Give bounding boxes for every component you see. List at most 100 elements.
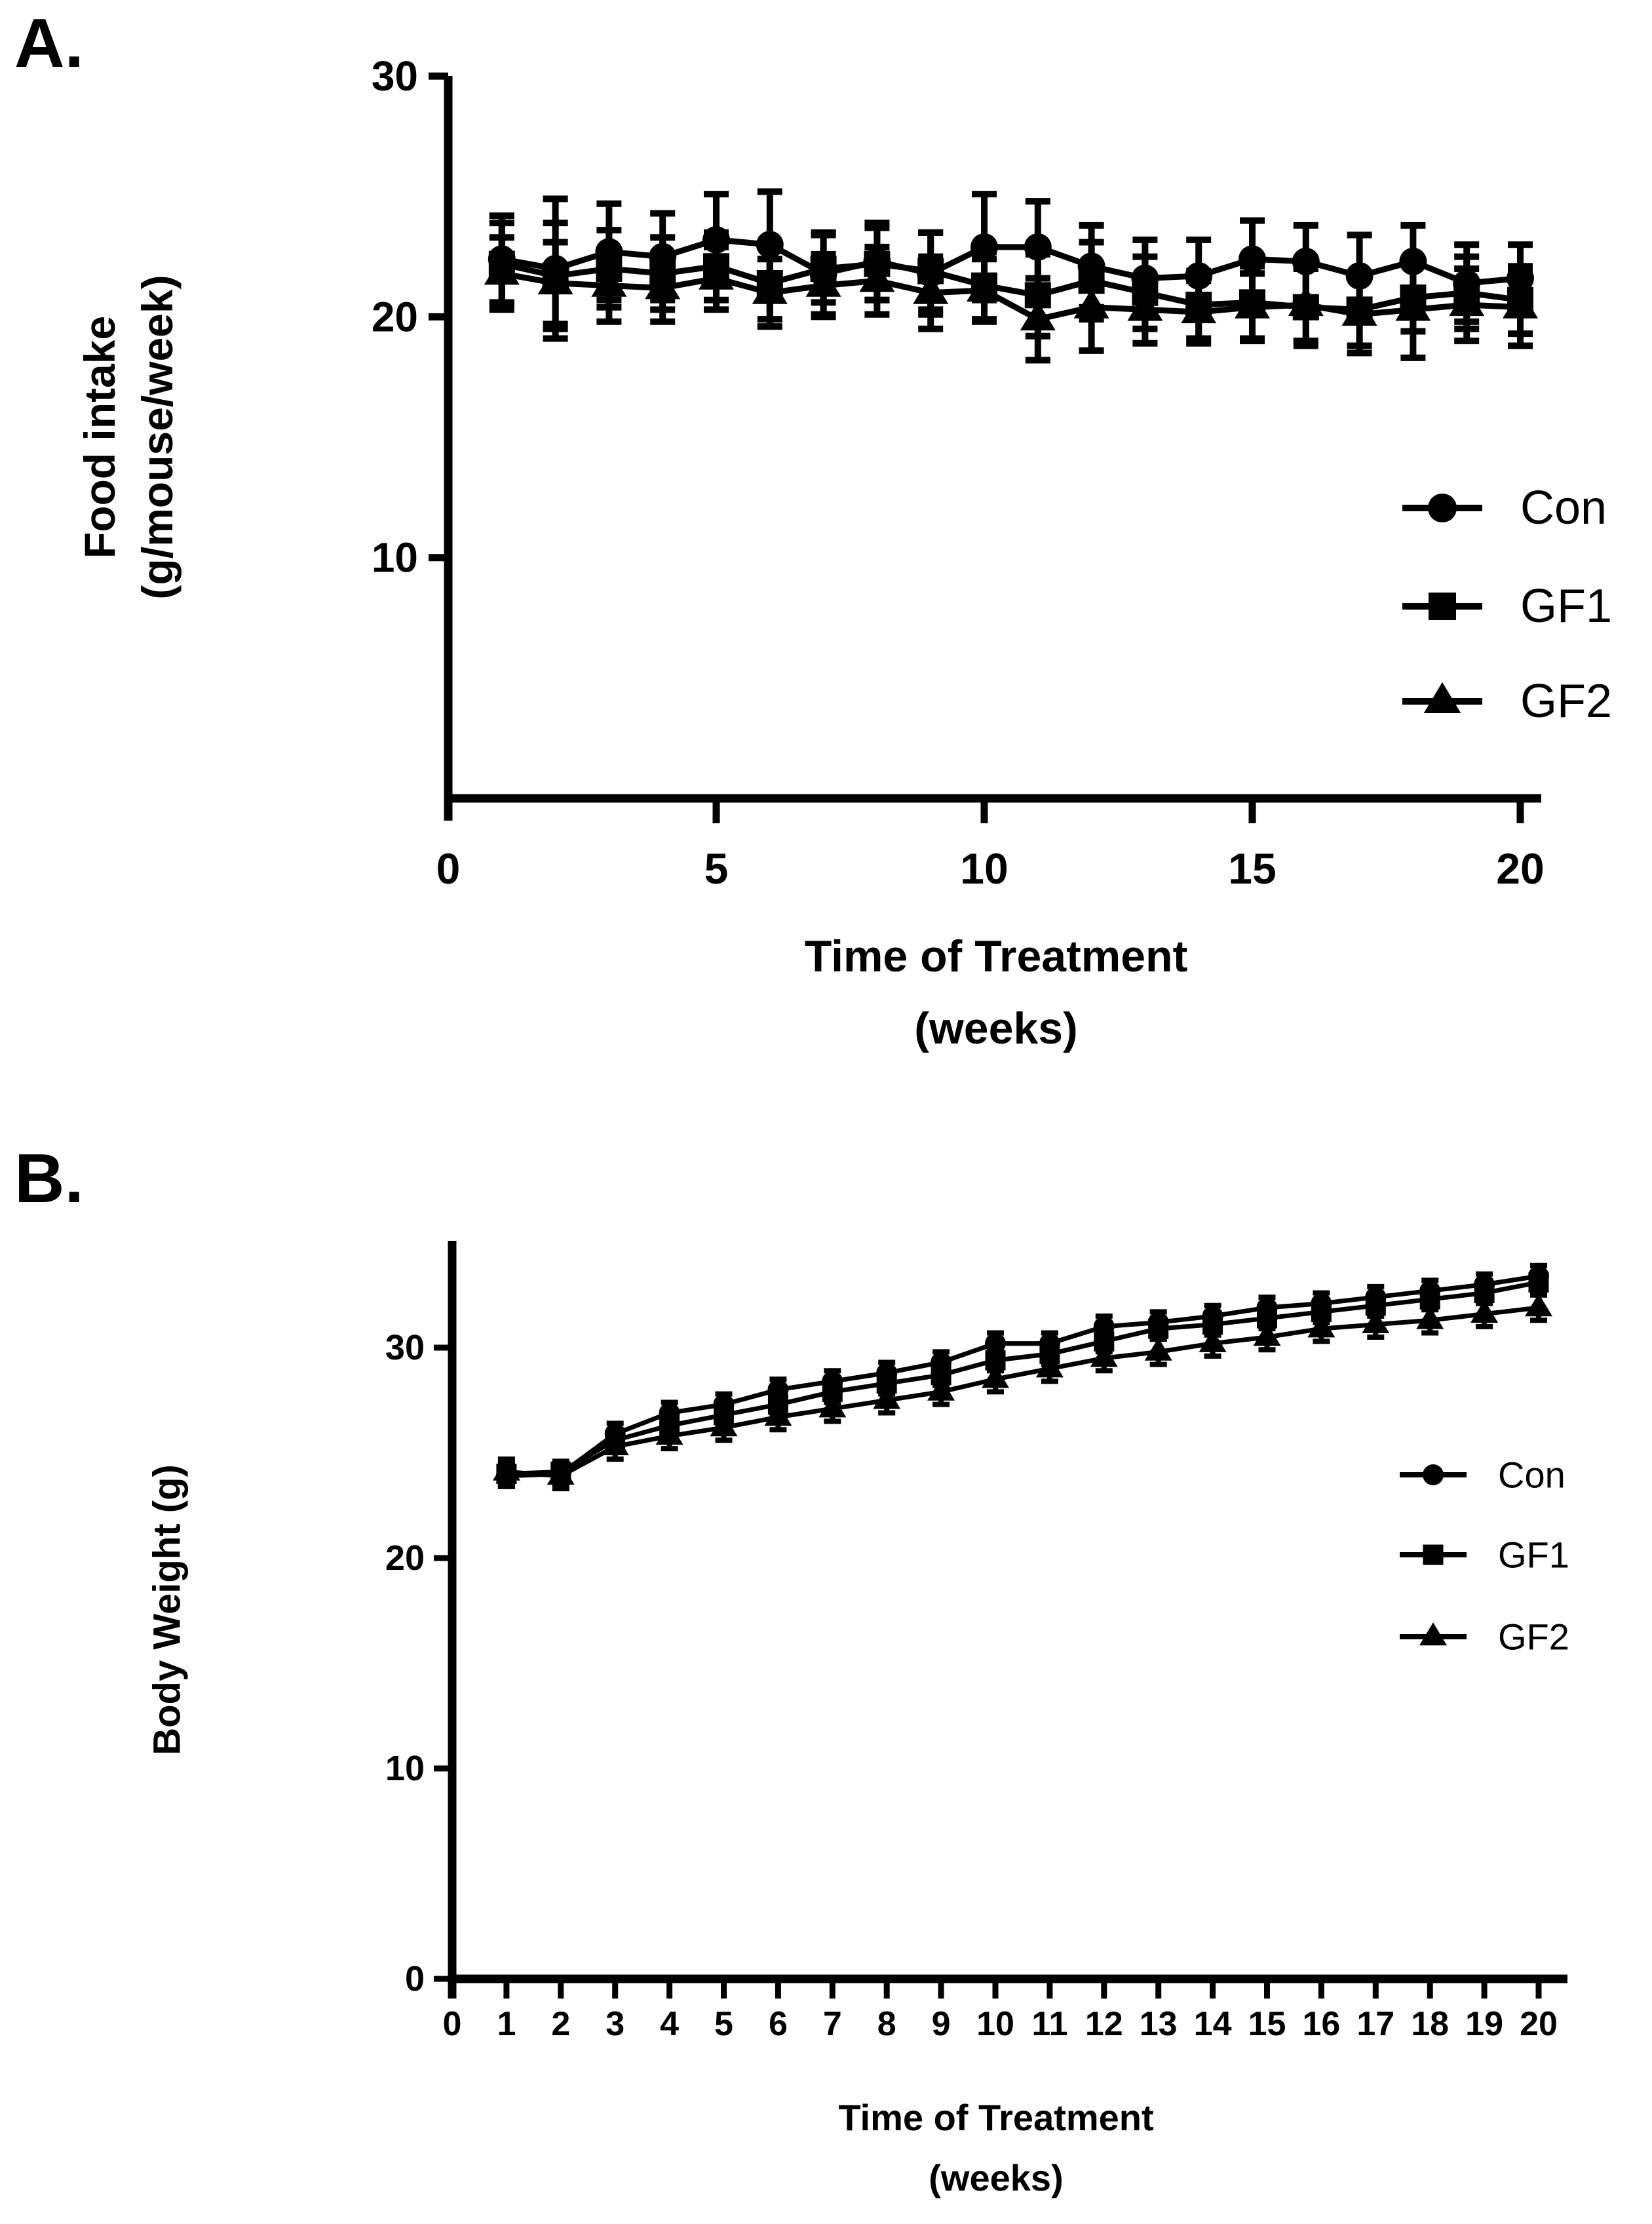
y-tick-label: 10 [372,534,418,581]
x-tick-label: 16 [1302,2005,1340,2043]
triangle-marker [1073,288,1109,319]
x-tick-label: 6 [769,2005,788,2043]
legend: Con GF1 GF2 [1402,482,1612,728]
legend-item-con: Con [1402,482,1607,534]
triangle-marker [913,274,949,304]
legend-label-con: Con [1498,1454,1566,1496]
x-tick-label: 10 [960,844,1008,893]
triangle-marker [1144,1337,1172,1361]
legend-circle-marker [1423,1464,1444,1485]
x-axis-title: Time of Treatment [838,2097,1153,2138]
axes [429,72,1541,823]
legend-triangle-marker [1423,682,1461,713]
x-tick-label: 12 [1085,2005,1123,2043]
triangle-marker [1307,1314,1335,1338]
triangle-marker [764,1403,792,1426]
x-tick-label: 7 [823,2005,842,2043]
x-tick-label: 11 [1031,2005,1067,2043]
series-gf2 [484,234,1538,364]
x-tick-label: 19 [1465,2005,1503,2043]
series-line-gf2 [506,1305,1539,1479]
triangle-marker [537,265,573,295]
food-intake-chart: 10 20 30 0 5 10 15 20 Food intake (g/mouse/week) T… [75,52,1612,1053]
square-marker [1148,1318,1169,1339]
legend-label-con: Con [1520,482,1607,534]
legend-square-marker [1423,1544,1444,1565]
y-tick-label: 30 [372,52,418,100]
triangle-marker [927,1377,955,1401]
triangle-marker [1253,1323,1281,1346]
x-tick-label: 3 [605,2005,624,2043]
y-tick-label: 10 [385,1749,425,1788]
y-axis-title: Food intake [75,316,124,558]
x-tick-label: 17 [1356,2005,1394,2043]
square-marker [1528,1272,1549,1293]
x-tick-label: 0 [443,2005,462,2043]
triangle-marker [710,1413,738,1437]
triangle-marker [967,272,1002,302]
triangle-marker [1127,291,1163,321]
legend-item-gf1: GF1 [1400,1534,1569,1576]
legend-item-gf1: GF1 [1402,580,1612,633]
triangle-marker [1199,1329,1227,1352]
legend-item-gf2: GF2 [1402,675,1612,728]
triangle-marker [982,1365,1009,1388]
triangle-marker [484,255,520,285]
legend-label-gf1: GF1 [1498,1534,1569,1576]
legend: Con GF1 GF2 [1400,1454,1569,1658]
x-tick-label: 9 [932,2005,951,2043]
x-tick-label: 13 [1140,2005,1178,2043]
triangle-marker [805,267,841,297]
legend-label-gf2: GF2 [1498,1616,1569,1658]
x-tick-label: 5 [704,844,729,893]
legend-label-gf1: GF1 [1520,580,1612,633]
series-gf1 [496,1269,1549,1487]
triangle-marker [873,1386,901,1409]
y-tick-label: 20 [372,293,418,340]
triangle-marker [601,1432,629,1456]
triangle-marker [699,260,734,290]
x-tick-label: 1 [497,2005,516,2043]
triangle-marker [492,1457,520,1481]
x-axis-title: (weeks) [929,2157,1063,2198]
y-tick-label: 30 [385,1328,425,1367]
triangle-marker [1525,1293,1552,1317]
x-tick-label: 10 [976,2005,1014,2043]
x-axis-title: (weeks) [914,1004,1077,1053]
axes [434,1241,1567,1999]
triangle-marker [547,1462,575,1485]
legend-triangle-marker [1419,1622,1447,1646]
y-axis-title: (g/mouse/week) [133,275,182,599]
legend-item-gf2: GF2 [1400,1616,1569,1658]
y-tick-label: 20 [385,1538,425,1578]
triangle-marker [859,262,895,292]
triangle-marker [818,1394,847,1418]
triangle-marker [1235,288,1270,319]
triangle-marker [752,274,788,304]
triangle-marker [1470,1299,1499,1323]
x-tick-label: 8 [877,2005,896,2043]
triangle-marker [1395,291,1431,321]
x-tick-label: 14 [1194,2005,1232,2043]
triangle-marker [1020,301,1056,331]
triangle-marker [1362,1310,1390,1333]
x-tick-label: 15 [1248,2005,1286,2043]
panel-a-label: A. [14,5,84,82]
x-tick-label: 15 [1228,844,1276,893]
legend-item-con: Con [1400,1454,1566,1496]
triangle-marker [1090,1344,1118,1367]
triangle-marker [1035,1354,1064,1378]
y-tick-label: 0 [405,1959,425,1999]
x-tick-label: 4 [660,2005,679,2043]
triangle-marker [1288,286,1324,317]
triangle-marker [1449,286,1485,317]
legend-label-gf2: GF2 [1520,675,1612,728]
panel-b-label: B. [14,1140,84,1217]
x-tick-label: 20 [1496,844,1544,893]
legend-square-marker [1429,593,1456,620]
triangle-marker [1341,296,1377,326]
triangle-marker [1416,1306,1444,1329]
x-tick-label: 0 [436,844,461,893]
triangle-marker [591,267,627,297]
